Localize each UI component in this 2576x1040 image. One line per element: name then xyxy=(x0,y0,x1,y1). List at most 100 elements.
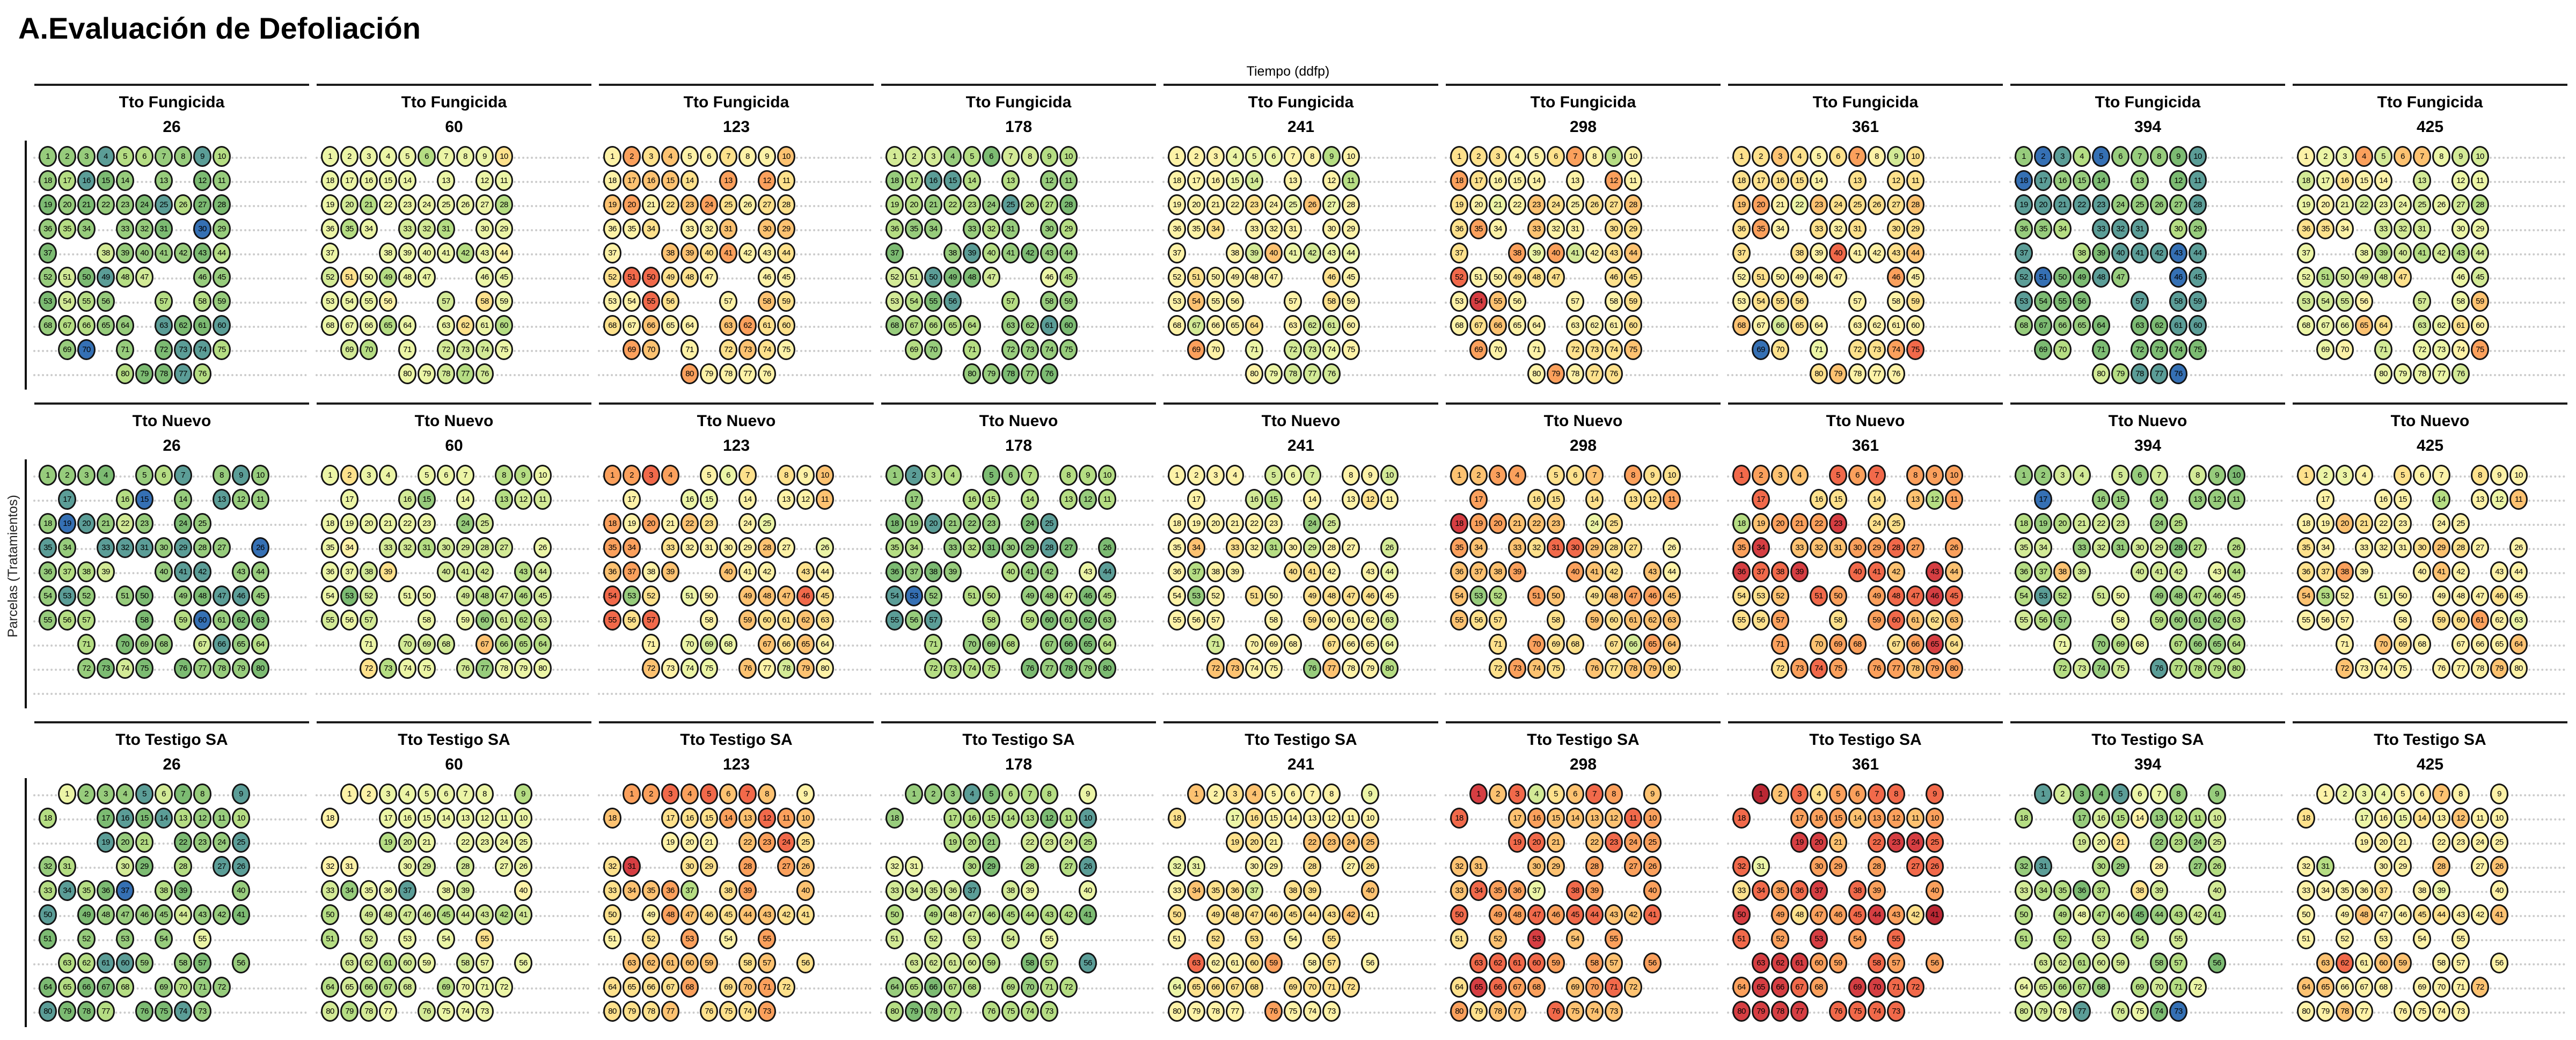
plot-circle: 2 xyxy=(2336,783,2354,804)
plot-circle: 62 xyxy=(738,315,757,336)
plot-circle: 43 xyxy=(1322,243,1341,263)
plot-circle: 75 xyxy=(2111,658,2129,679)
plot-circle: 61 xyxy=(213,610,231,631)
plot-circle: 55 xyxy=(2451,928,2470,949)
plot-circle: 10 xyxy=(1945,465,1963,486)
plot-circle: 59 xyxy=(700,953,718,973)
plot-circle: 68 xyxy=(1245,977,1263,998)
plot-circle: 73 xyxy=(1303,339,1321,360)
plot-circle: 34 xyxy=(1771,218,1789,239)
plot-circle: 10 xyxy=(1079,808,1097,829)
plot-circle: 19 xyxy=(623,513,641,534)
plot-circle: 74 xyxy=(174,1001,192,1022)
plot-circle: 42 xyxy=(2432,243,2450,263)
plot-circle: 31 xyxy=(1848,218,1867,239)
plot-circle: 58 xyxy=(456,953,474,973)
plot-circle: 20 xyxy=(340,194,358,215)
plot-circle: 12 xyxy=(475,170,494,191)
time-strip-label: 298 xyxy=(1569,756,1597,773)
plot-circle: 39 xyxy=(661,561,679,582)
plot-circle: 47 xyxy=(2189,585,2207,606)
plot-circle: 67 xyxy=(905,315,923,336)
plot-circle: 28 xyxy=(2471,194,2489,215)
plot-circle: 73 xyxy=(2150,339,2168,360)
treatment-strip-label: Tto Fungicida xyxy=(401,93,507,111)
plot-circle: 65 xyxy=(943,315,962,336)
plot-circle: 20 xyxy=(1187,194,1205,215)
grid-dotted-line xyxy=(1162,596,1436,598)
plot-circle: 57 xyxy=(155,291,173,312)
plot-circle: 14 xyxy=(2131,808,2149,829)
grid-dotted-line xyxy=(1445,277,1718,280)
plot-circle: 76 xyxy=(1547,1001,1565,1022)
grid-dotted-line xyxy=(880,596,1154,598)
plot-circle: 47 xyxy=(1624,585,1642,606)
plot-circle: 52 xyxy=(77,928,96,949)
plot-circle: 35 xyxy=(2297,537,2315,558)
plot-circle: 76 xyxy=(2111,1001,2129,1022)
plot-circle: 34 xyxy=(340,537,358,558)
plot-circle: 9 xyxy=(796,465,815,486)
plot-circle: 68 xyxy=(1168,315,1186,336)
treatment-strip-label: Tto Testigo SA xyxy=(2374,731,2486,749)
plot-circle: 58 xyxy=(174,953,192,973)
plot-circle: 48 xyxy=(1527,267,1546,288)
plot-circle: 35 xyxy=(360,880,378,901)
plot-circle: 54 xyxy=(1732,585,1751,606)
plot-circle: 56 xyxy=(58,610,76,631)
plot-circle: 39 xyxy=(2073,561,2091,582)
plot-circle: 2 xyxy=(1187,465,1205,486)
plot-circle: 80 xyxy=(1810,363,1828,384)
plot-circle: 80 xyxy=(2227,658,2245,679)
plot-circle: 9 xyxy=(2208,465,2226,486)
plot-circle: 62 xyxy=(2490,610,2508,631)
plot-circle: 27 xyxy=(1906,856,1924,877)
plot-circle: 44 xyxy=(2150,904,2168,925)
plot-circle: 28 xyxy=(1906,194,1924,215)
plot-circle: 36 xyxy=(1790,880,1809,901)
plot-circle: 55 xyxy=(360,291,378,312)
plot-circle: 5 xyxy=(2394,465,2412,486)
plot-circle: 61 xyxy=(97,953,115,973)
plot-circle: 57 xyxy=(2131,291,2149,312)
plot-circle: 33 xyxy=(1168,880,1186,901)
plot-circle: 78 xyxy=(155,363,173,384)
plot-circle: 49 xyxy=(77,904,96,925)
plot-circle: 76 xyxy=(1264,1001,1283,1022)
plot-circle: 34 xyxy=(340,880,358,901)
plot-circle: 33 xyxy=(379,537,397,558)
treatment-strip-label: Tto Fungicida xyxy=(965,93,1072,111)
plot-circle: 18 xyxy=(1450,513,1468,534)
plot-circle: 1 xyxy=(1732,465,1751,486)
plot-circle: 79 xyxy=(135,363,153,384)
plot-circle: 56 xyxy=(1752,610,1770,631)
plot-circle: 5 xyxy=(398,146,416,167)
plot-circle: 5 xyxy=(1829,783,1847,804)
plot-circle: 59 xyxy=(174,610,192,631)
plot-circle: 16 xyxy=(77,170,96,191)
plot-circle: 50 xyxy=(924,267,942,288)
plot-circle: 4 xyxy=(2355,465,2373,486)
plot-circle: 11 xyxy=(2471,170,2489,191)
plot-circle: 35 xyxy=(1469,218,1488,239)
plot-circle: 12 xyxy=(1887,808,1905,829)
plot-circle: 59 xyxy=(1264,953,1283,973)
plot-circle: 34 xyxy=(2316,537,2334,558)
plot-circle: 58 xyxy=(2111,610,2129,631)
plot-circle: 45 xyxy=(1098,585,1116,606)
plot-circle: 14 xyxy=(1284,808,1302,829)
time-strip-label: 394 xyxy=(2134,118,2162,136)
plot-circle: 50 xyxy=(418,585,436,606)
grid-dotted-line xyxy=(880,500,1154,502)
plot-circle: 7 xyxy=(1001,146,1020,167)
plot-circle: 65 xyxy=(2034,977,2052,998)
plot-circle: 34 xyxy=(360,218,378,239)
plot-circle: 30 xyxy=(719,537,737,558)
plot-circle: 14 xyxy=(1527,170,1546,191)
plot-circle: 37 xyxy=(2015,243,2033,263)
plot-circle: 18 xyxy=(1732,170,1751,191)
plot-circle: 61 xyxy=(1624,610,1642,631)
time-strip-label: 241 xyxy=(1287,756,1315,773)
plot-circle: 23 xyxy=(475,832,494,853)
plot-circle: 74 xyxy=(456,1001,474,1022)
